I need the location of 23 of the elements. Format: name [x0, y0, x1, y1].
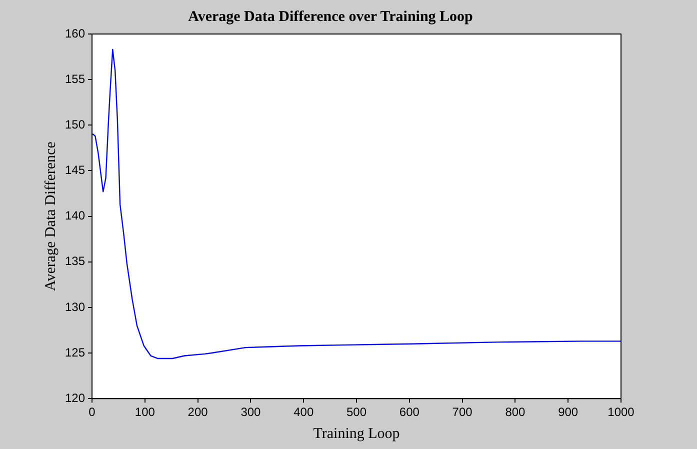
- y-tick-label: 125: [64, 345, 86, 360]
- x-tick-label: 600: [399, 405, 420, 420]
- y-tick-label: 130: [64, 300, 86, 314]
- y-axis-title: Average Data Difference: [42, 141, 59, 291]
- x-tick-label: 1000: [608, 405, 635, 420]
- x-tick-label: 100: [134, 405, 156, 420]
- x-tick-label: 500: [346, 405, 367, 420]
- y-tick-label: 120: [64, 390, 86, 405]
- x-tick-label: 400: [294, 405, 314, 420]
- x-tick-label: 700: [452, 405, 473, 420]
- y-tick-label: 160: [64, 26, 86, 40]
- y-tick-label: 155: [64, 72, 86, 86]
- x-axis-title: Training Loop: [313, 426, 400, 442]
- y-tick-label: 135: [64, 254, 86, 268]
- y-tick-label: 145: [64, 163, 86, 178]
- x-tick-label: 900: [558, 405, 578, 420]
- x-tick-label: 300: [240, 405, 262, 420]
- y-tick-label: 150: [64, 117, 86, 132]
- chart-title: Average Data Difference over Training Loop: [188, 8, 473, 25]
- x-tick-label: 200: [188, 405, 208, 420]
- x-tick-label: 0: [88, 405, 96, 420]
- x-tick-label: 800: [505, 405, 526, 420]
- y-tick-label: 140: [64, 208, 86, 223]
